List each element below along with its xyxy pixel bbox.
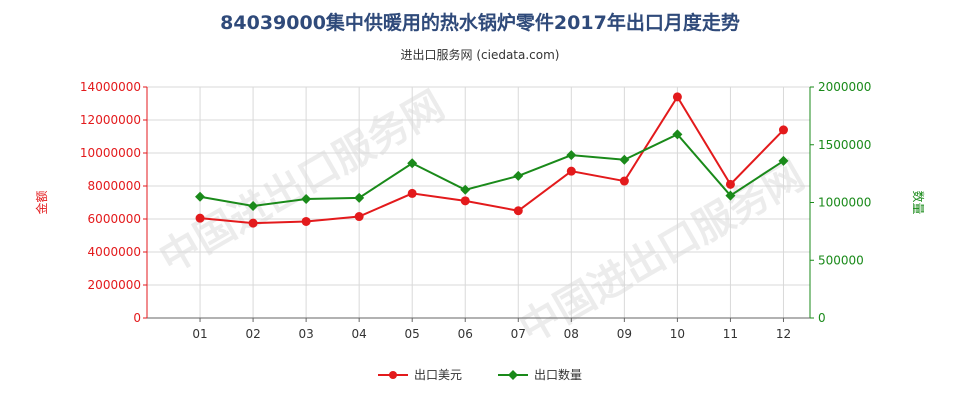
series-line-quantity [199,133,785,207]
point-amount [460,196,470,206]
legend-item-amount[interactable]: 出口美元 [377,366,462,383]
y-right-tick-label: 0 [818,311,826,325]
legend-swatch-quantity [498,369,528,381]
x-tick-label: 01 [192,327,207,341]
y-left-tick-label: 8000000 [88,179,141,193]
y-left-tick-label: 6000000 [88,212,141,226]
x-tick-label: 11 [723,327,738,341]
y-right-tick-label: 1000000 [818,196,871,210]
legend-swatch-amount [377,369,408,381]
point-amount [672,92,682,102]
x-tick-label: 05 [405,327,420,341]
series-line-amount [199,94,785,225]
point-amount [407,188,417,198]
chart-subtitle: 进出口服务网 (ciedata.com) [400,48,560,62]
y-right-tick-label: 500000 [818,253,864,267]
point-quantity [725,190,736,201]
point-amount [195,213,205,223]
y-left-tick-label: 14000000 [80,80,141,94]
legend-item-quantity[interactable]: 出口数量 [498,366,582,383]
y-left-tick-label: 2000000 [88,278,141,292]
x-tick-label: 06 [458,327,473,341]
point-quantity [460,184,471,195]
y-right-tick-label: 1500000 [818,138,871,152]
point-amount [778,125,788,135]
point-amount [513,206,523,216]
x-tick-label: 09 [617,327,632,341]
y-left-tick-label: 4000000 [88,245,141,259]
chart-title: 84039000集中供暖用的热水锅炉零件2017年出口月度走势 [220,12,740,34]
point-amount [566,166,576,176]
point-quantity [301,194,312,205]
point-quantity [513,170,524,181]
y-right-axis-label: 数量 [911,190,926,214]
x-tick-label: 07 [511,327,526,341]
point-amount [354,212,364,222]
x-tick-label: 03 [298,327,313,341]
x-tick-label: 10 [670,327,685,341]
point-quantity [354,192,365,203]
y-right-tick-label: 2000000 [818,80,871,94]
point-quantity [407,158,418,169]
y-left-tick-label: 0 [133,311,141,325]
point-amount [619,176,629,186]
x-tick-label: 02 [245,327,260,341]
point-quantity [195,191,206,202]
y-left-axis-label: 金额 [34,190,49,214]
point-amount [248,218,258,228]
point-quantity [672,129,683,140]
point-quantity [778,155,789,166]
point-amount [725,179,735,189]
point-quantity [248,200,259,211]
legend-label-quantity: 出口数量 [534,368,583,382]
chart-canvas: 0200000040000006000000800000010000000120… [34,80,926,341]
point-amount [301,216,311,226]
legend-label-amount: 出口美元 [413,368,462,382]
y-left-tick-label: 12000000 [80,113,141,127]
x-tick-label: 08 [564,327,579,341]
y-left-tick-label: 10000000 [80,146,141,160]
legend: 出口美元 出口数量 [0,366,960,383]
x-tick-label: 04 [352,327,367,341]
x-tick-label: 12 [776,327,791,341]
point-quantity [619,154,630,165]
point-quantity [566,150,577,161]
